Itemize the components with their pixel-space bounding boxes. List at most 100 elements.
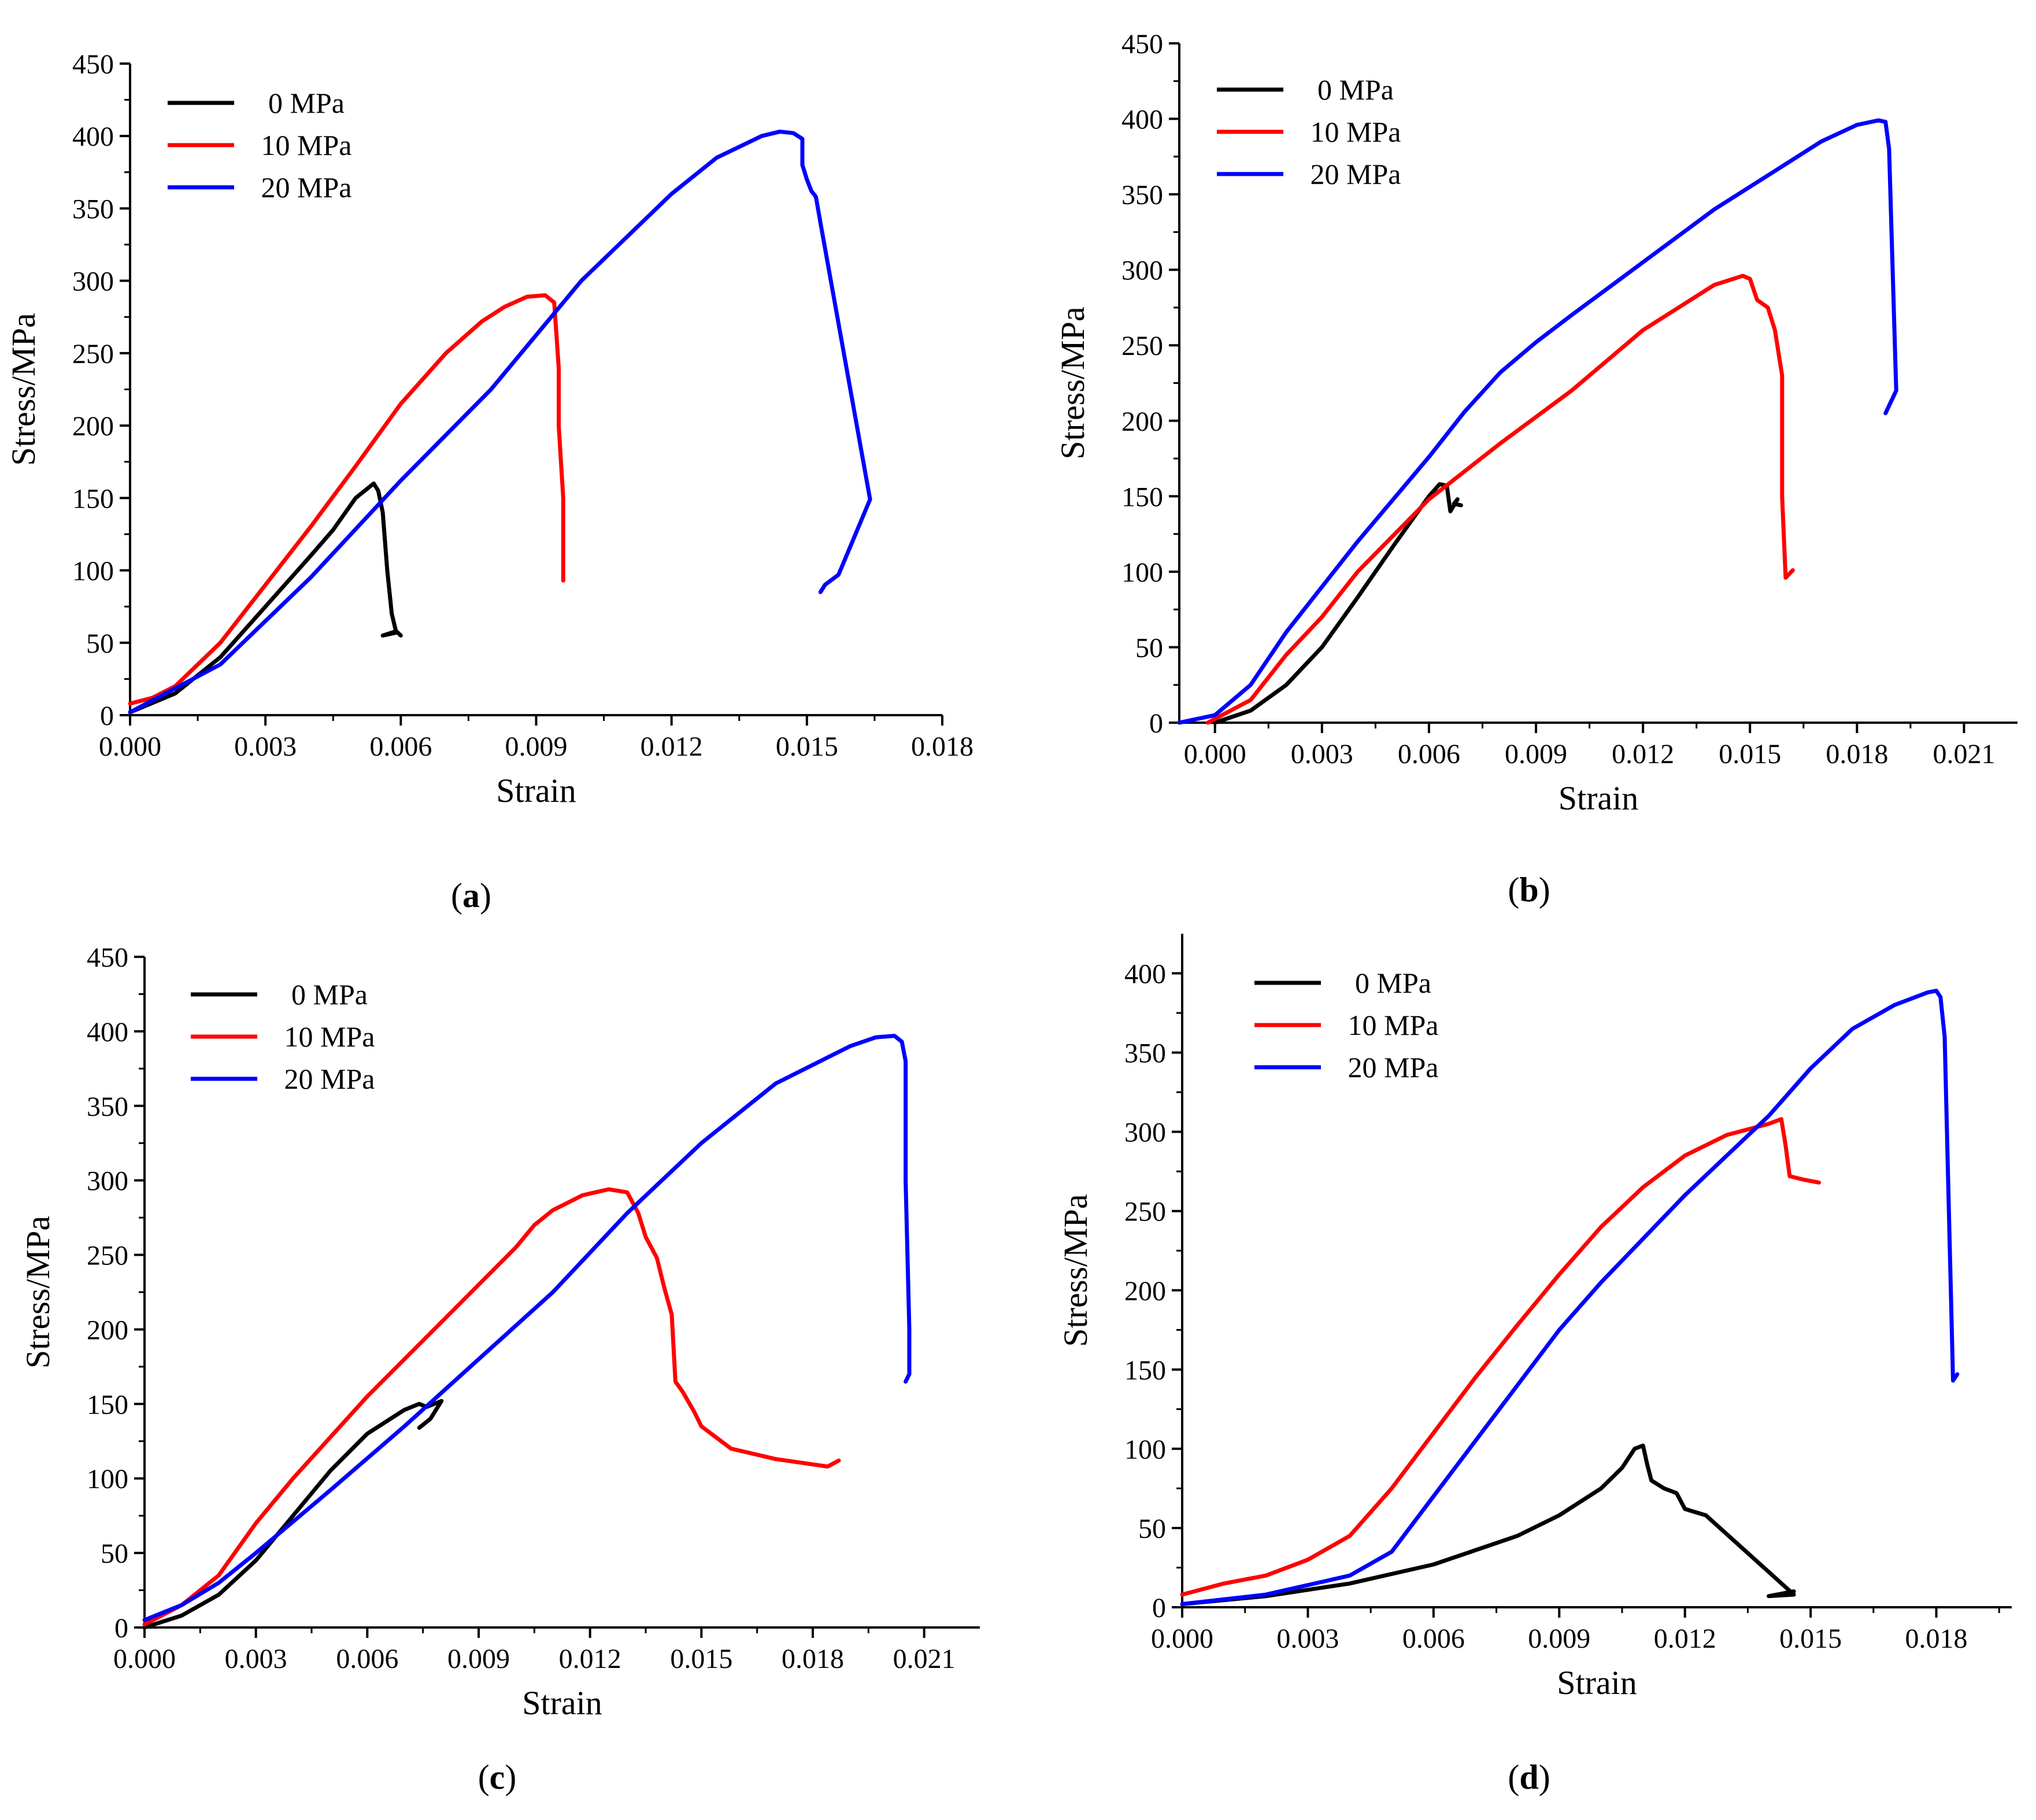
y-tick-label: 50 [1138,1514,1166,1544]
x-tick-label: 0.003 [1291,739,1353,770]
legend-label: 10 MPa [261,129,352,161]
y-tick-label: 250 [1124,1197,1166,1227]
y-tick-label: 100 [1124,1434,1166,1465]
y-tick-label: 250 [87,1241,128,1271]
y-axis-label: Stress/MPa [1054,306,1091,459]
y-tick-label: 50 [101,1538,128,1569]
y-tick-label: 0 [1152,1593,1166,1623]
y-tick-label: 400 [1121,105,1163,135]
y-tick-label: 450 [87,942,128,973]
x-tick-label: 0.015 [1779,1623,1842,1654]
legend-label: 20 MPa [261,171,352,204]
y-tick-label: 0 [114,1613,128,1644]
x-tick-label: 0.000 [99,731,161,762]
x-tick-label: 0.003 [225,1644,287,1674]
y-tick-label: 350 [87,1092,128,1122]
series-line-10-mpa [1180,1117,1822,1597]
legend-label: 0 MPa [268,87,345,119]
y-tick-label: 350 [1121,180,1163,210]
y-tick-label: 100 [72,556,114,587]
x-tick-label: 0.000 [113,1644,176,1674]
y-tick-label: 200 [72,411,114,442]
x-tick-label: 0.012 [1654,1623,1716,1654]
series-line-20-mpa [1180,989,1960,1606]
y-tick-label: 50 [86,628,114,659]
x-tick-label: 0.018 [1905,1623,1968,1654]
series-line-0-mpa [128,481,403,715]
x-tick-label: 0.009 [1528,1623,1590,1654]
y-tick-label: 350 [72,194,114,224]
chart-panel-b: 0 50 100 150 200 250 300 350 400 450 0.000 0.003 0.0… [1054,29,2018,817]
y-tick-label: 100 [1121,557,1163,588]
caption-c-letter: c [489,1758,505,1796]
series-line-10-mpa [142,1187,841,1627]
x-tick-label: 0.009 [505,731,568,762]
x-tick-label: 0.009 [447,1644,510,1674]
caption-d: (d) [1508,1758,1550,1796]
caption-a: (a) [451,876,491,915]
y-tick-label: 150 [87,1389,128,1420]
y-tick-label: 400 [72,121,114,152]
y-axis-label: Stress/MPa [19,1216,57,1368]
y-tick-label: 300 [87,1166,128,1197]
y-tick-label: 250 [1121,331,1163,361]
series-line-10-mpa [128,293,565,706]
legend-label: 20 MPa [1348,1051,1439,1083]
chart-panel-a: 0 50 100 150 200 250 300 350 400 450 0.000 0.003 0.0… [5,49,973,809]
y-axis-label: Stress/MPa [1057,1194,1094,1346]
series-line-10-mpa [1205,273,1795,725]
y-tick-label: 0 [1149,708,1163,739]
y-tick-label: 200 [87,1315,128,1345]
x-tick-label: 0.006 [369,731,432,762]
x-tick-label: 0.015 [670,1644,732,1674]
x-tick-label: 0.015 [776,731,838,762]
x-tick-label: 0.003 [1276,1623,1339,1654]
x-tick-label: 0.003 [234,731,297,762]
x-tick-label: 0.015 [1719,739,1781,770]
y-tick-label: 200 [1121,406,1163,437]
legend-label: 10 MPa [284,1020,375,1053]
legend-label: 10 MPa [1348,1009,1439,1041]
y-tick-label: 300 [1121,256,1163,286]
y-tick-label: 150 [1124,1355,1166,1386]
x-axis-label: Strain [1559,779,1639,817]
legend-label: 10 MPa [1311,116,1401,148]
y-tick-label: 450 [1121,29,1163,60]
y-tick-label: 0 [100,701,114,731]
x-tick-label: 0.018 [911,731,973,762]
legend-label: 0 MPa [1355,967,1431,999]
x-tick-label: 0.021 [1933,739,1995,770]
x-tick-label: 0.018 [1826,739,1888,770]
x-tick-label: 0.000 [1184,739,1246,770]
y-tick-label: 450 [72,49,114,80]
y-tick-label: 350 [1124,1038,1166,1069]
caption-b-letter: b [1519,871,1539,909]
x-tick-label: 0.021 [893,1644,956,1674]
x-axis-label: Strain [1557,1664,1637,1701]
x-tick-label: 0.009 [1505,739,1567,770]
series-line-0-mpa [1180,1443,1796,1606]
caption-c: (c) [477,1758,517,1796]
series-line-20-mpa [142,1034,912,1622]
y-tick-label: 300 [1124,1118,1166,1148]
y-tick-label: 50 [1135,632,1163,663]
x-tick-label: 0.018 [782,1644,844,1674]
series-line-0-mpa [1213,482,1463,725]
y-tick-label: 150 [1121,482,1163,512]
y-tick-label: 150 [72,483,114,514]
y-tick-label: 400 [87,1017,128,1048]
x-tick-label: 0.012 [559,1644,621,1674]
y-tick-label: 100 [87,1464,128,1495]
legend-label: 0 MPa [291,978,368,1011]
x-tick-label: 0.012 [1612,739,1674,770]
x-tick-label: 0.000 [1151,1623,1213,1654]
y-tick-label: 300 [72,267,114,297]
legend-label: 20 MPa [1311,158,1401,190]
caption-a-letter: a [462,876,480,915]
caption-d-letter: d [1519,1758,1539,1796]
legend-label: 20 MPa [284,1063,375,1095]
y-axis-label: Stress/MPa [5,313,42,465]
x-tick-label: 0.006 [1402,1623,1465,1654]
x-tick-label: 0.012 [641,731,703,762]
